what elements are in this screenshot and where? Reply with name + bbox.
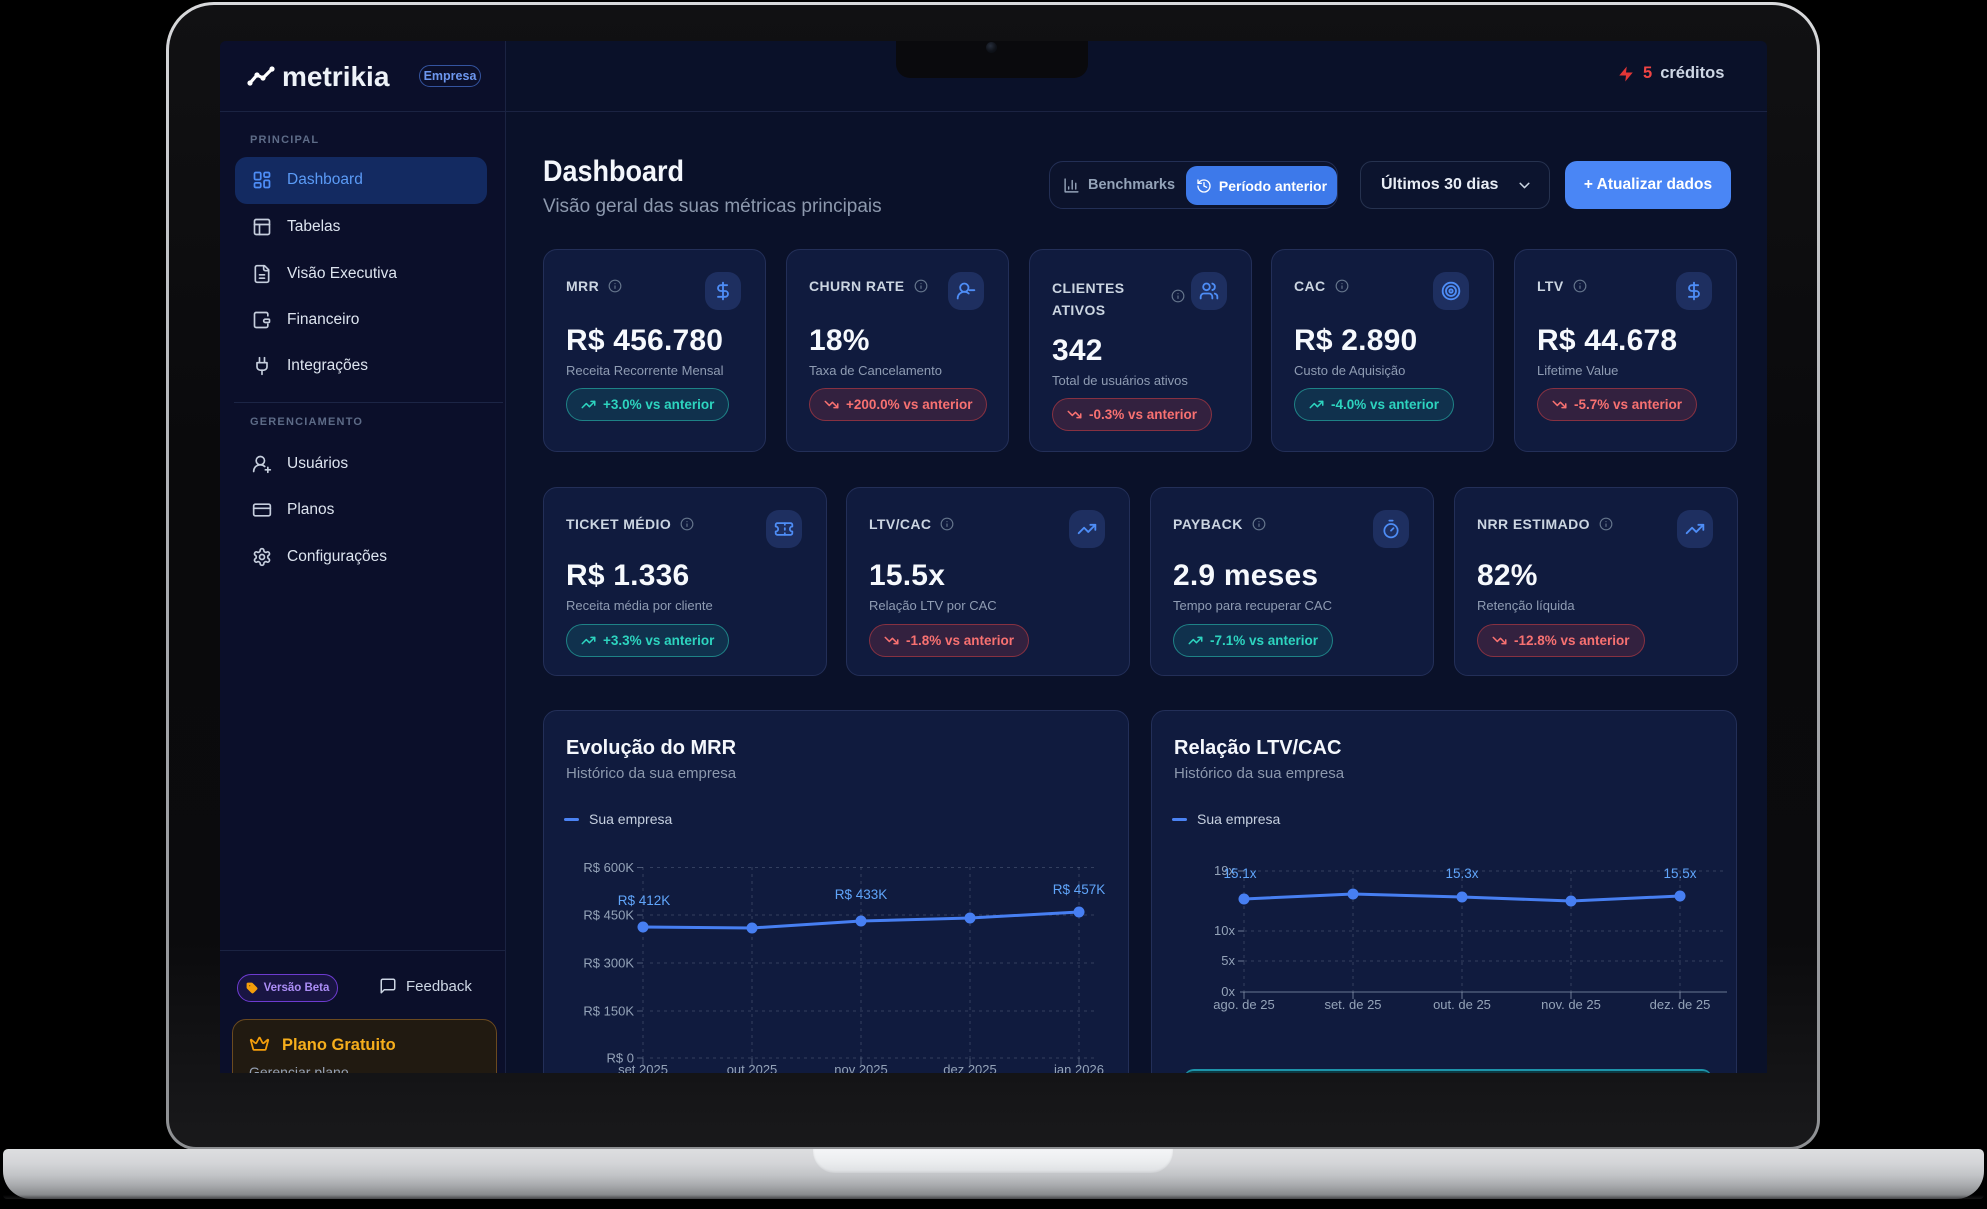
- svg-text:R$ 412K: R$ 412K: [618, 893, 671, 908]
- svg-text:set 2025: set 2025: [618, 1062, 668, 1073]
- svg-text:0x: 0x: [1221, 984, 1235, 999]
- svg-text:nov 2025: nov 2025: [834, 1062, 888, 1073]
- svg-text:R$ 433K: R$ 433K: [835, 887, 888, 902]
- svg-text:dez. de 25: dez. de 25: [1650, 997, 1711, 1012]
- svg-text:R$ 450K: R$ 450K: [583, 908, 634, 923]
- svg-text:R$ 600K: R$ 600K: [583, 860, 634, 875]
- svg-text:R$ 457K: R$ 457K: [1053, 882, 1106, 897]
- svg-text:dez 2025: dez 2025: [943, 1062, 997, 1073]
- svg-text:15.5x: 15.5x: [1663, 866, 1696, 881]
- svg-text:19x: 19x: [1214, 863, 1235, 878]
- svg-text:nov. de 25: nov. de 25: [1541, 997, 1601, 1012]
- svg-text:out. de 25: out. de 25: [1433, 997, 1491, 1012]
- svg-text:10x: 10x: [1214, 923, 1235, 938]
- svg-text:jan 2026: jan 2026: [1053, 1062, 1104, 1073]
- svg-text:ago. de 25: ago. de 25: [1213, 997, 1274, 1012]
- svg-text:R$ 0: R$ 0: [607, 1051, 634, 1066]
- svg-text:15.1x: 15.1x: [1223, 866, 1256, 881]
- svg-text:R$ 150K: R$ 150K: [583, 1004, 634, 1019]
- svg-text:set. de 25: set. de 25: [1324, 997, 1381, 1012]
- svg-text:R$ 300K: R$ 300K: [583, 956, 634, 971]
- svg-text:out 2025: out 2025: [727, 1062, 778, 1073]
- svg-text:5x: 5x: [1221, 953, 1235, 968]
- svg-text:15.3x: 15.3x: [1445, 866, 1478, 881]
